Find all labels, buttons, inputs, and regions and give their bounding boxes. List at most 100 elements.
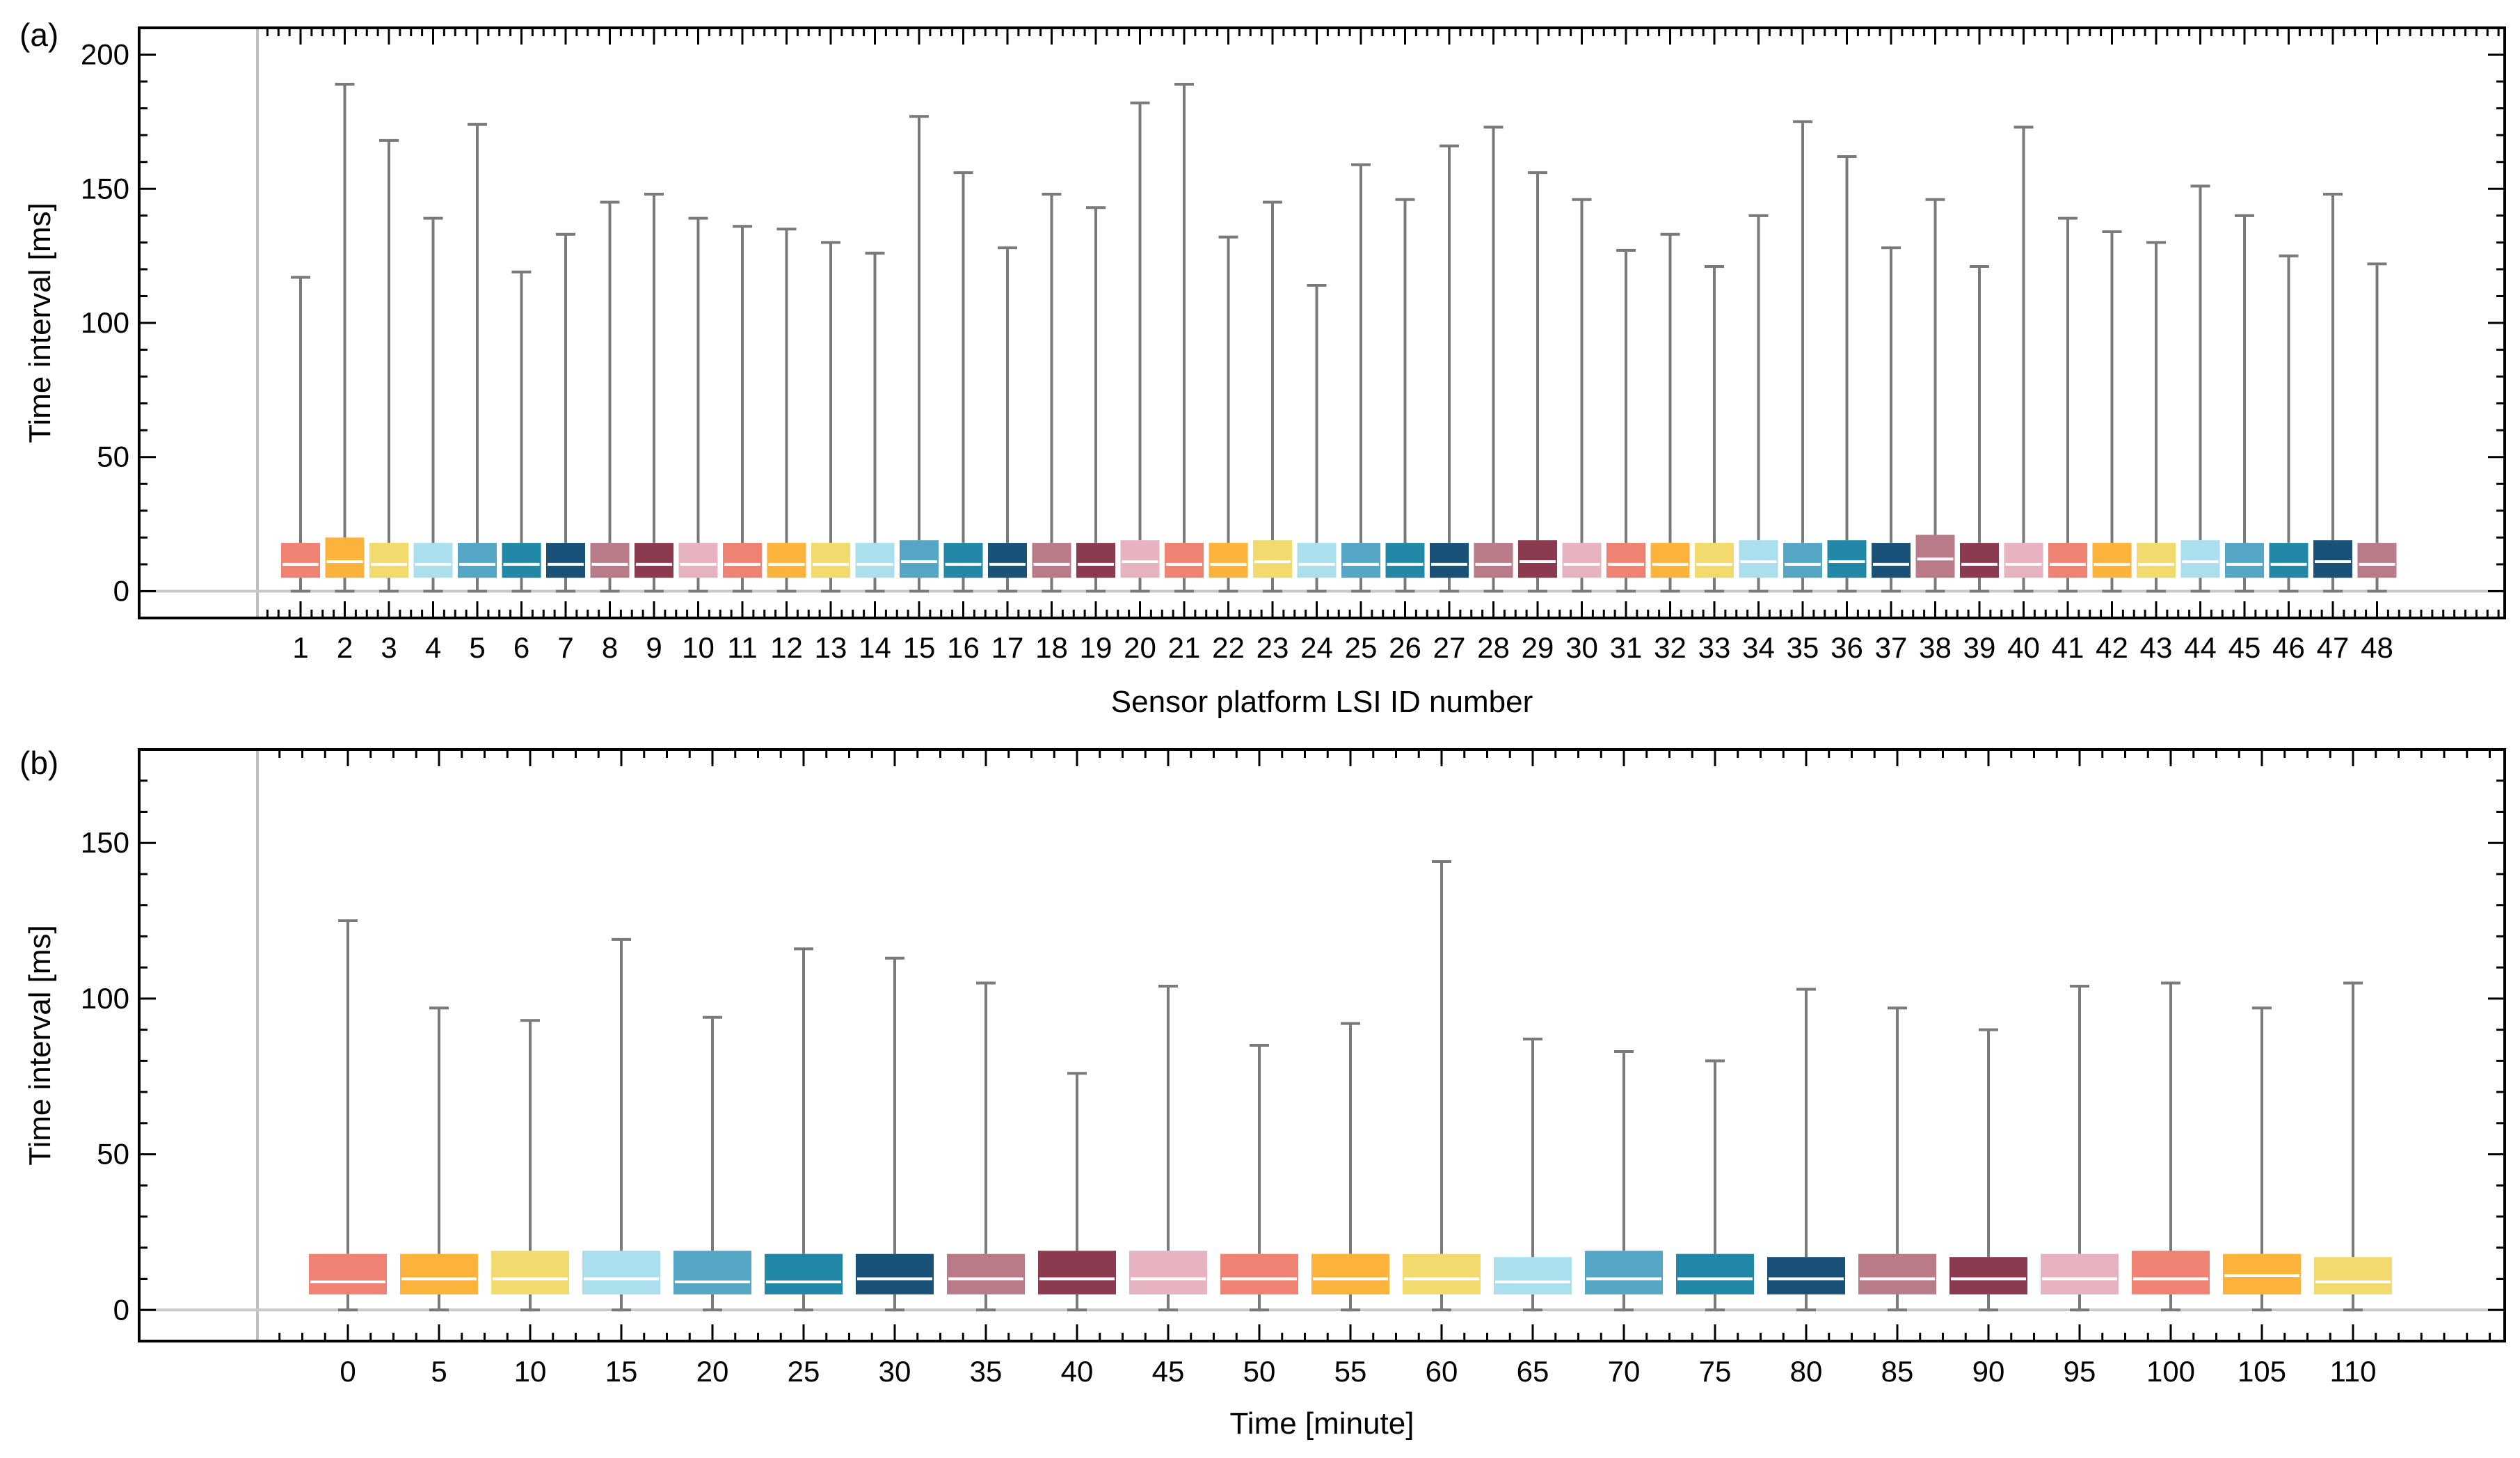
box-39 bbox=[1960, 265, 1999, 593]
box-16 bbox=[943, 171, 983, 593]
box-iqr bbox=[1120, 540, 1160, 578]
box-iqr bbox=[723, 543, 762, 578]
box-iqr bbox=[1253, 540, 1292, 578]
box-20 bbox=[673, 1015, 751, 1312]
x-tick-label: 1 bbox=[292, 631, 308, 664]
box-iqr bbox=[900, 540, 939, 578]
x-tick-label: 15 bbox=[605, 1355, 638, 1388]
box-iqr bbox=[2225, 543, 2264, 578]
box-iqr bbox=[2223, 1253, 2301, 1294]
x-tick-label: 75 bbox=[1699, 1355, 1732, 1388]
x-tick-label: 33 bbox=[1698, 631, 1731, 664]
box-iqr bbox=[1129, 1251, 1207, 1294]
box-iqr bbox=[1960, 543, 1999, 578]
box-5 bbox=[400, 1006, 478, 1312]
x-tick-label: 21 bbox=[1168, 631, 1201, 664]
box-31 bbox=[1606, 248, 1645, 593]
box-iqr bbox=[2132, 1251, 2210, 1294]
x-tick-label: 43 bbox=[2140, 631, 2173, 664]
x-tick-label: 22 bbox=[1212, 631, 1245, 664]
box-iqr bbox=[400, 1253, 478, 1294]
box-7 bbox=[546, 232, 585, 593]
x-tick-label: 40 bbox=[1061, 1355, 1094, 1388]
box-iqr bbox=[1767, 1257, 1845, 1294]
box-iqr bbox=[582, 1251, 660, 1294]
box-iqr bbox=[1858, 1253, 1936, 1294]
box-3 bbox=[369, 138, 408, 593]
box-22 bbox=[1209, 235, 1248, 593]
box-23 bbox=[1253, 200, 1292, 593]
x-tick-label: 65 bbox=[1517, 1355, 1549, 1388]
panel-b: 0 50 100 150 0 5 10 15 20 25 30 35 40 45 50 55 60 65 70 75 8… bbox=[19, 745, 2506, 1441]
box-30 bbox=[856, 956, 934, 1312]
box-10 bbox=[491, 1019, 569, 1312]
x-tick-label: 18 bbox=[1035, 631, 1068, 664]
box-iqr bbox=[635, 543, 673, 578]
box-iqr bbox=[678, 543, 718, 578]
box-iqr bbox=[2048, 543, 2087, 578]
x-tick-label: 12 bbox=[770, 631, 803, 664]
box-50 bbox=[1220, 1044, 1298, 1312]
box-iqr bbox=[943, 543, 983, 578]
y-tick-label: 150 bbox=[81, 826, 129, 859]
box-iqr bbox=[988, 543, 1027, 578]
box-iqr bbox=[2357, 543, 2397, 578]
box-iqr bbox=[1032, 543, 1071, 578]
x-tick-label: 8 bbox=[602, 631, 618, 664]
panel-label: (a) bbox=[19, 17, 58, 53]
x-tick-label: 55 bbox=[1334, 1355, 1367, 1388]
y-axis-title: Time interval [ms] bbox=[23, 203, 57, 443]
box-110 bbox=[2314, 981, 2392, 1312]
box-iqr bbox=[1518, 540, 1557, 578]
box-75 bbox=[1676, 1059, 1754, 1312]
x-tick-label: 48 bbox=[2361, 631, 2393, 664]
x-tick-label: 10 bbox=[682, 631, 715, 664]
x-tick-label: 5 bbox=[431, 1355, 447, 1388]
box-iqr bbox=[855, 543, 895, 578]
x-tick-label: 19 bbox=[1080, 631, 1113, 664]
box-iqr bbox=[1474, 543, 1513, 578]
box-iqr bbox=[2004, 543, 2043, 578]
x-tick-label: 30 bbox=[879, 1355, 911, 1388]
box-14 bbox=[855, 251, 895, 593]
y-tick-label: 200 bbox=[81, 38, 129, 71]
x-tick-label: 9 bbox=[646, 631, 662, 664]
box-30 bbox=[1562, 198, 1602, 593]
box-iqr bbox=[458, 543, 497, 578]
x-tick-label: 42 bbox=[2096, 631, 2128, 664]
box-iqr bbox=[1606, 543, 1645, 578]
box-iqr bbox=[856, 1253, 934, 1294]
x-tick-label: 100 bbox=[2146, 1355, 2195, 1388]
box-10 bbox=[678, 216, 718, 593]
x-tick-label: 60 bbox=[1426, 1355, 1458, 1388]
box-70 bbox=[1585, 1049, 1663, 1312]
y-tick-label: 150 bbox=[81, 172, 129, 205]
box-48 bbox=[2357, 262, 2397, 593]
box-iqr bbox=[1562, 543, 1602, 578]
y-tick-label: 100 bbox=[81, 306, 129, 339]
box-2 bbox=[325, 82, 365, 593]
box-11 bbox=[723, 225, 762, 593]
y-tick-label: 50 bbox=[97, 1138, 129, 1171]
box-55 bbox=[1311, 1022, 1389, 1312]
box-iqr bbox=[1783, 543, 1822, 578]
x-tick-label: 3 bbox=[381, 631, 397, 664]
x-tick-label: 13 bbox=[815, 631, 847, 664]
box-iqr bbox=[369, 543, 408, 578]
box-65 bbox=[1494, 1038, 1572, 1312]
box-iqr bbox=[1209, 543, 1248, 578]
box-iqr bbox=[1165, 543, 1204, 578]
box-9 bbox=[635, 192, 673, 593]
box-iqr bbox=[1297, 543, 1337, 578]
x-tick-label: 35 bbox=[1787, 631, 1819, 664]
box-105 bbox=[2223, 1006, 2301, 1312]
x-tick-label: 47 bbox=[2317, 631, 2350, 664]
x-tick-label: 70 bbox=[1608, 1355, 1641, 1388]
box-15 bbox=[582, 937, 660, 1312]
box-iqr bbox=[1341, 543, 1380, 578]
box-iqr bbox=[1695, 543, 1734, 578]
box-34 bbox=[1739, 214, 1778, 593]
box-0 bbox=[309, 919, 387, 1312]
x-tick-label: 40 bbox=[2007, 631, 2040, 664]
box-iqr bbox=[281, 543, 320, 578]
